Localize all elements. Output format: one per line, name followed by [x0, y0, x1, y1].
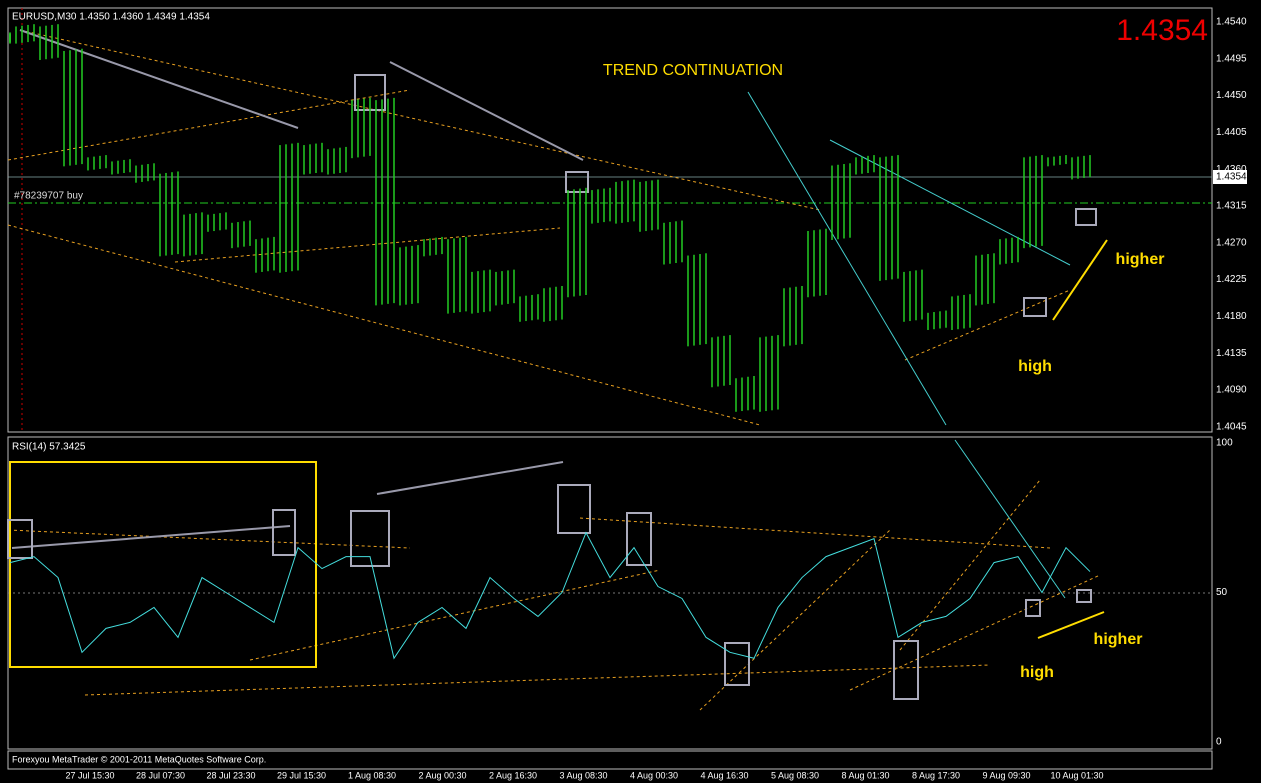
time-label: 28 Jul 23:30	[206, 770, 255, 780]
price-tick-label: 1.4225	[1216, 274, 1247, 285]
big-price: 1.4354	[1116, 14, 1208, 47]
marker-boxes	[7, 74, 1097, 700]
price-tick-label: 1.4045	[1216, 421, 1247, 432]
annotation: higher	[1094, 631, 1143, 648]
price-tick-label: 1.4180	[1216, 311, 1247, 322]
copyright: Forexyou MetaTrader © 2001-2011 MetaQuot…	[12, 754, 266, 764]
time-label: 10 Aug 01:30	[1050, 770, 1103, 780]
time-label: 28 Jul 07:30	[136, 770, 185, 780]
rsi-tick-label: 100	[1216, 438, 1233, 449]
price-tick-label: 1.4315	[1216, 201, 1247, 212]
price-tick-label: 1.4090	[1216, 385, 1247, 396]
time-label: 4 Aug 16:30	[700, 770, 748, 780]
time-label: 1 Aug 08:30	[348, 770, 396, 780]
price-tick-label: 1.4540	[1216, 17, 1247, 28]
time-label: 9 Aug 09:30	[982, 770, 1030, 780]
rsi-line	[9, 531, 1091, 660]
annotation: higher	[1116, 251, 1165, 268]
price-tick-label: 1.4495	[1216, 53, 1247, 64]
time-label: 8 Aug 01:30	[841, 770, 889, 780]
yellow-lines	[1037, 239, 1108, 639]
highlight-box	[9, 461, 317, 668]
price-tick-label: 1.4360	[1216, 164, 1247, 175]
price-tick-label: 1.4270	[1216, 237, 1247, 248]
current-price: 1.4354	[1216, 172, 1247, 183]
symbol-info: EURUSD,M30 1.4350 1.4360 1.4349 1.4354	[12, 12, 210, 23]
time-label: 8 Aug 17:30	[912, 770, 960, 780]
time-label: 29 Jul 15:30	[277, 770, 326, 780]
price-panel	[7, 7, 1213, 433]
time-label: 2 Aug 00:30	[418, 770, 466, 780]
annotation: high	[1018, 358, 1052, 375]
price-tick-label: 1.4405	[1216, 127, 1247, 138]
price-tick-label: 1.4450	[1216, 90, 1247, 101]
annotation: high	[1020, 664, 1054, 681]
manual-lines	[11, 29, 584, 549]
time-label: 2 Aug 16:30	[489, 770, 537, 780]
price-tick-label: 1.4135	[1216, 348, 1247, 359]
time-label: 5 Aug 08:30	[771, 770, 819, 780]
annotation-title: TREND CONTINUATION	[603, 62, 783, 79]
time-label: 4 Aug 00:30	[630, 770, 678, 780]
rsi-tick-label: 50	[1216, 587, 1228, 598]
macd-panel	[7, 750, 1213, 770]
order-label: #78239707 buy	[14, 191, 83, 202]
rsi-label: RSI(14) 57.3425	[12, 442, 86, 453]
time-label: 3 Aug 08:30	[559, 770, 607, 780]
time-label: 27 Jul 15:30	[65, 770, 114, 780]
current-price-box	[1213, 170, 1247, 184]
trend-lines	[7, 29, 1101, 711]
rsi-tick-label: 0	[1216, 737, 1222, 748]
